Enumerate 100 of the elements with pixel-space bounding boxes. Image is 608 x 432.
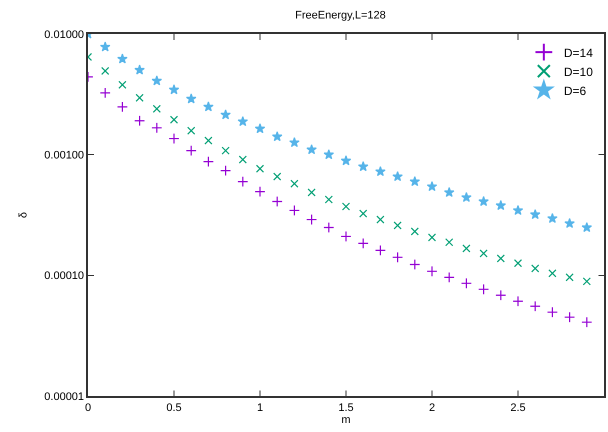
point: [582, 277, 591, 286]
point: [512, 296, 524, 307]
point: [117, 53, 128, 64]
point: [203, 101, 214, 112]
point: [170, 116, 178, 124]
point: [220, 109, 231, 120]
point: [101, 66, 110, 76]
point: [324, 195, 333, 204]
point: [289, 137, 300, 148]
legend-label: D=14: [564, 46, 594, 60]
y-tick-label: 0.00010: [44, 270, 84, 282]
point: [202, 156, 214, 168]
point: [168, 133, 180, 144]
point: [151, 122, 162, 134]
point: [134, 115, 146, 126]
point: [186, 145, 197, 156]
point: [374, 244, 386, 256]
point: [444, 186, 454, 198]
x-tick-label: 2: [428, 402, 436, 414]
x-tick-label: 2.5: [510, 402, 526, 414]
x-tick-label: 0.5: [166, 402, 182, 414]
point: [288, 204, 300, 216]
point: [306, 214, 318, 226]
point: [548, 269, 556, 278]
y-axis-title: δ: [17, 212, 30, 218]
point: [512, 204, 524, 215]
y-tick-label: 0.00100: [44, 150, 84, 162]
point: [409, 258, 420, 270]
point: [445, 238, 454, 246]
point: [254, 123, 266, 134]
point: [273, 172, 282, 181]
legend-label: D=10: [564, 64, 594, 79]
point: [308, 188, 316, 197]
point: [564, 218, 575, 228]
point: [566, 273, 574, 282]
x-tick-label: 1: [256, 402, 264, 414]
point: [375, 166, 386, 176]
point: [136, 94, 144, 102]
point: [358, 161, 368, 172]
point: [496, 200, 506, 210]
point: [324, 149, 334, 160]
point: [359, 209, 368, 218]
point: [187, 126, 196, 135]
point: [428, 233, 436, 242]
point: [116, 101, 128, 112]
point: [237, 176, 248, 188]
point: [358, 238, 369, 249]
point: [410, 227, 419, 236]
point: [496, 254, 505, 263]
point: [152, 75, 162, 86]
point: [392, 171, 403, 182]
x-tick-label: 1.5: [338, 402, 354, 414]
x-tick-label: 0: [84, 402, 92, 414]
point: [254, 186, 266, 198]
point: [222, 146, 230, 155]
point: [478, 196, 489, 206]
point: [100, 87, 111, 98]
point: [480, 249, 488, 258]
point: [495, 290, 506, 301]
y-tick-label: 0.01000: [44, 28, 84, 41]
point: [444, 272, 455, 283]
point: [581, 316, 592, 328]
point: [564, 312, 576, 323]
point: [392, 252, 404, 263]
point: [118, 80, 126, 89]
point: [323, 222, 334, 234]
point: [238, 156, 247, 164]
point: [530, 300, 541, 312]
point: [460, 278, 472, 289]
point: [152, 104, 161, 113]
point: [290, 180, 298, 188]
point: [306, 144, 317, 154]
chart-title: FreeEnergy,L=128: [295, 10, 386, 22]
point: [376, 215, 384, 224]
point: [462, 244, 470, 253]
point: [238, 116, 248, 126]
point: [204, 136, 212, 145]
point: [220, 165, 232, 176]
point: [134, 64, 145, 75]
point: [514, 259, 522, 268]
point: [186, 93, 196, 104]
point: [272, 196, 283, 208]
point: [426, 266, 438, 277]
point: [394, 221, 402, 230]
point: [340, 230, 352, 242]
point: [546, 306, 558, 318]
point: [530, 209, 540, 220]
point: [100, 41, 110, 52]
point: [272, 131, 282, 142]
point: [426, 181, 438, 192]
point: [582, 222, 592, 232]
y-tick-label: 0.00001: [44, 390, 84, 403]
point: [168, 84, 180, 94]
point: [478, 284, 490, 295]
point: [342, 202, 350, 211]
point: [256, 164, 264, 173]
point: [410, 176, 420, 186]
point: [461, 192, 472, 202]
x-axis-title: m: [341, 414, 351, 426]
legend-label: D=6: [564, 84, 587, 98]
